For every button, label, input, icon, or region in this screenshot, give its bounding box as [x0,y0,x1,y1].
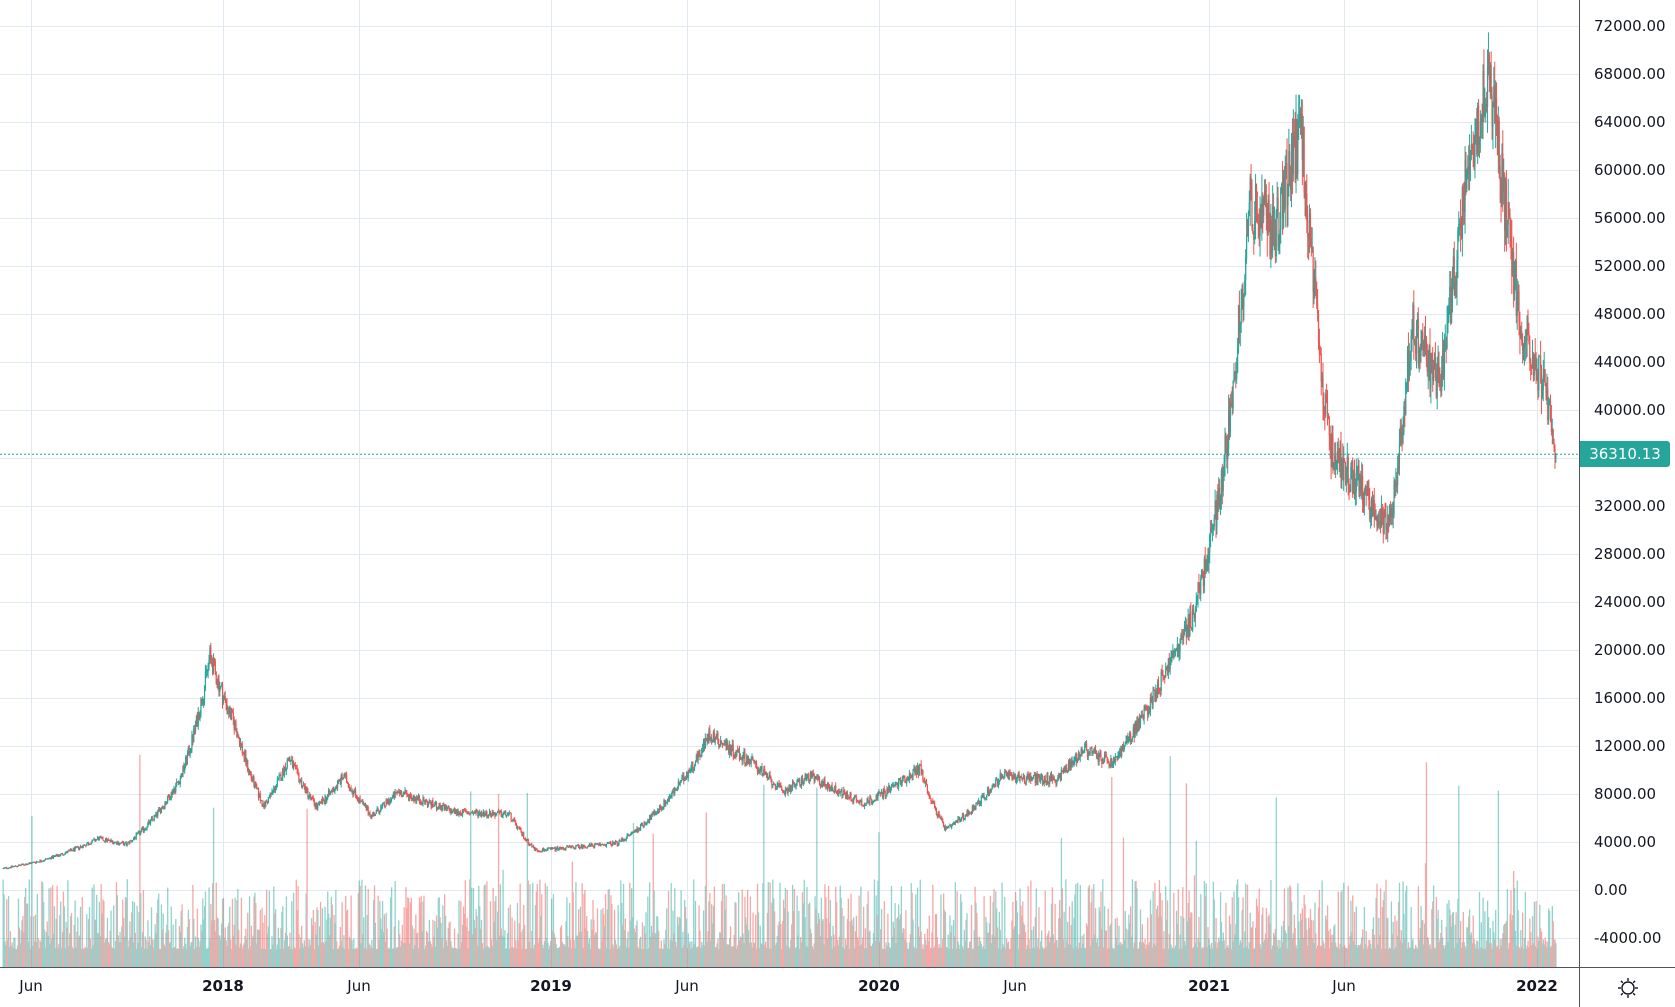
chart-settings-button[interactable] [1579,967,1675,1007]
time-axis[interactable]: Jun 2018 Jun 2019 Jun 2020 Jun 2021 Jun 2022 [0,967,1579,1007]
chart-plot-area[interactable] [0,0,1579,967]
time-tick-label: 2019 [530,977,572,995]
time-tick-label: Jun [1003,977,1026,995]
time-tick-label: Jun [1332,977,1355,995]
price-tick-label: 4000.00 [1594,833,1656,851]
price-tick-label: 8000.00 [1594,785,1656,803]
price-tick-label: 72000.00 [1594,17,1666,35]
price-tick-label: 52000.00 [1594,257,1666,275]
price-tick-label: 44000.00 [1594,353,1666,371]
time-tick-label: Jun [347,977,370,995]
price-tick-label: 24000.00 [1594,593,1666,611]
price-tick-label: 16000.00 [1594,689,1666,707]
time-tick-label: 2020 [858,977,900,995]
candlestick-chart [0,0,1579,967]
price-tick-label: 28000.00 [1594,545,1666,563]
price-tick-label: 60000.00 [1594,161,1666,179]
price-tick-label: 48000.00 [1594,305,1666,323]
price-tick-label: 40000.00 [1594,401,1666,419]
time-tick-label: 2018 [202,977,244,995]
price-tick-label: 56000.00 [1594,209,1666,227]
sun-icon [1617,977,1639,999]
time-tick-label: 2021 [1188,977,1230,995]
price-tick-label: 12000.00 [1594,737,1666,755]
time-tick-label: 2022 [1516,977,1558,995]
time-tick-label: Jun [675,977,698,995]
price-tick-label: -4000.00 [1594,929,1661,947]
price-axis[interactable]: 72000.00 68000.00 64000.00 60000.00 56000.00… [1579,0,1675,967]
last-price-tag: 36310.13 [1580,441,1670,467]
time-tick-label: Jun [19,977,42,995]
price-tick-label: 32000.00 [1594,497,1666,515]
price-candles [3,32,1557,869]
price-tick-label: 0.00 [1594,881,1627,899]
price-tick-label: 20000.00 [1594,641,1666,659]
price-tick-label: 68000.00 [1594,65,1666,83]
price-tick-label: 64000.00 [1594,113,1666,131]
